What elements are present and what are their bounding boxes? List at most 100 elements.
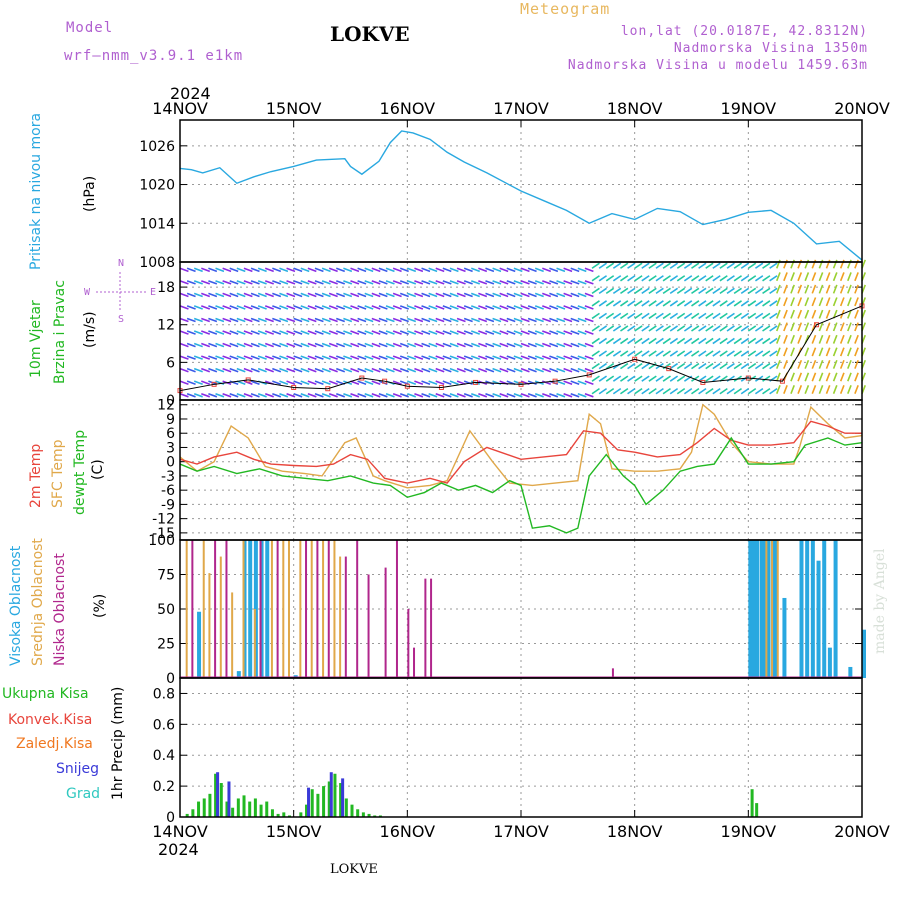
wind-barb xyxy=(414,380,424,386)
wind-barb xyxy=(563,380,573,386)
legend-freezing-rain: Zaledj.Kisa xyxy=(16,736,93,752)
wind-barb xyxy=(542,392,552,398)
wind-barb xyxy=(357,305,367,310)
wind-barb xyxy=(705,300,714,307)
wind-barb xyxy=(286,292,296,298)
wind-barb xyxy=(705,287,714,295)
cloud-bar xyxy=(810,540,815,678)
compass-e: E xyxy=(150,287,157,298)
wind-barb xyxy=(428,292,438,298)
wind-barb xyxy=(428,380,438,386)
wind-barb xyxy=(321,292,331,298)
wind-barb xyxy=(371,267,381,273)
wind-barb xyxy=(747,262,757,269)
wind-barb xyxy=(627,325,636,332)
wind-barb xyxy=(485,342,495,348)
wind-barb xyxy=(705,375,714,382)
wind-barb xyxy=(612,262,622,269)
precip-bar xyxy=(307,787,311,817)
wind-barb xyxy=(208,305,218,310)
cloud-bar xyxy=(822,540,827,678)
wind-barb xyxy=(620,275,629,282)
wind-barb xyxy=(293,292,303,298)
wind-barb xyxy=(641,287,650,295)
wind-barb xyxy=(747,275,757,282)
wind-barb xyxy=(336,355,346,360)
wind-barb xyxy=(591,287,600,295)
wind-barb xyxy=(314,317,324,323)
wind-barb xyxy=(414,342,424,348)
precip-bar xyxy=(350,804,354,817)
wind-barb xyxy=(201,392,211,398)
wind-barb xyxy=(470,367,480,373)
wind-barb xyxy=(485,317,495,323)
wind-barb xyxy=(818,309,824,319)
wind-barb xyxy=(726,325,735,332)
wind-barb xyxy=(776,372,781,382)
x-tick-label-top: 18NOV xyxy=(607,99,663,118)
wind-barb xyxy=(428,367,438,373)
cloud-bar xyxy=(611,668,614,678)
cloud-bar xyxy=(424,578,427,678)
wind-barb xyxy=(747,337,757,345)
wind-barb xyxy=(691,387,700,395)
wind-barb xyxy=(215,317,225,323)
wind-barb xyxy=(698,262,707,269)
wind-barb xyxy=(527,305,537,310)
wind-barb xyxy=(286,267,296,273)
wind-barb xyxy=(478,355,488,360)
wind-barb xyxy=(612,300,622,307)
wind-barb xyxy=(350,317,360,323)
wind-barb xyxy=(520,392,530,398)
wind-barb xyxy=(783,272,788,282)
wind-barb xyxy=(286,392,296,398)
wind-barb xyxy=(307,342,317,348)
y-tick-label: 0.4 xyxy=(153,748,175,764)
wind-barb xyxy=(442,330,452,335)
wind-barb xyxy=(534,342,544,348)
wind-barb xyxy=(442,317,452,323)
wind-barb xyxy=(250,355,260,360)
wind-barb xyxy=(818,347,824,357)
wind-axis-label: 10m Vjetar xyxy=(28,300,44,378)
wind-barb xyxy=(371,342,381,348)
wind-barb xyxy=(570,330,580,335)
wind-barb xyxy=(215,267,225,273)
wind-barb xyxy=(272,392,282,398)
wind-barb xyxy=(754,275,764,282)
wind-barb xyxy=(343,367,353,373)
wind-barb xyxy=(442,342,452,348)
wind-barb xyxy=(676,287,686,295)
wind-barb xyxy=(378,355,388,360)
wind-barb xyxy=(279,355,289,360)
wind-barb xyxy=(193,317,203,323)
wind-barb xyxy=(414,330,424,335)
wind-barb xyxy=(847,372,852,382)
wind-barb xyxy=(527,267,537,273)
wind-barb xyxy=(605,325,615,332)
wind-barb xyxy=(754,325,764,332)
wind-barb xyxy=(847,385,852,395)
wind-barb xyxy=(542,317,552,323)
wind-barb xyxy=(648,275,657,282)
wind-barb xyxy=(421,380,431,386)
wind-barb xyxy=(762,287,771,295)
wind-barb xyxy=(584,342,594,348)
wind-barb xyxy=(428,280,438,285)
y-tick-label: 0.8 xyxy=(153,686,175,702)
wind-barb xyxy=(527,330,537,335)
wind-barb xyxy=(328,355,338,360)
wind-barb xyxy=(591,337,600,345)
y-tick-label: -12 xyxy=(152,512,175,528)
wind-barb xyxy=(726,337,735,345)
wind-barb xyxy=(549,392,559,398)
wind-barb xyxy=(534,305,544,310)
wind-barb xyxy=(506,305,516,310)
wind-barb xyxy=(364,280,374,285)
wind-barb xyxy=(421,367,431,373)
wind-barb xyxy=(712,300,721,307)
wind-barb xyxy=(634,300,643,307)
wind-barb xyxy=(350,305,360,310)
cloud-bar xyxy=(242,540,245,678)
wind-barb xyxy=(336,305,346,310)
